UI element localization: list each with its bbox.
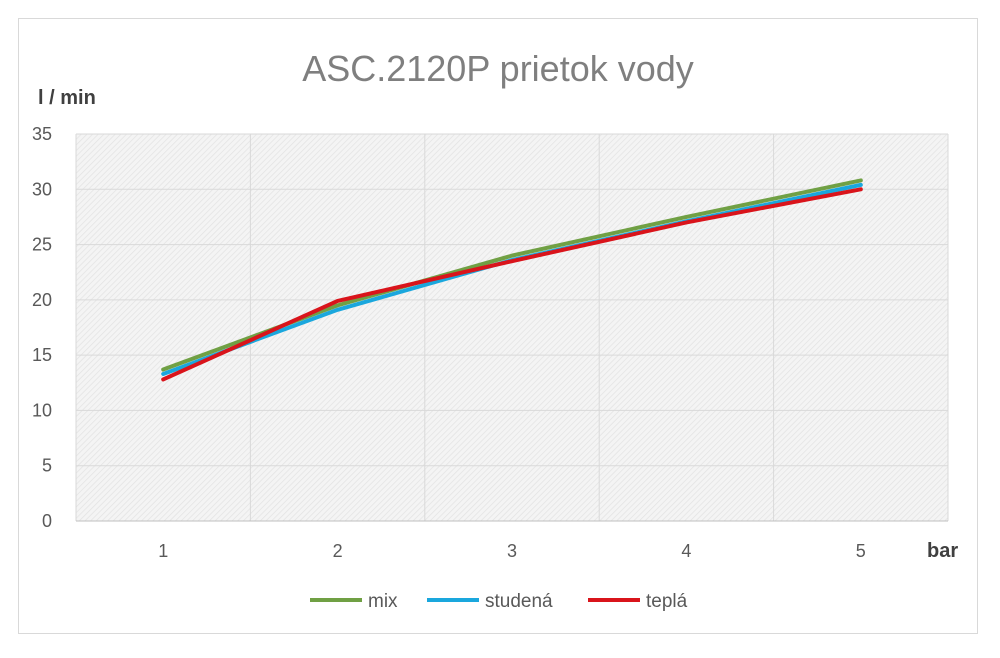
x-tick-label: 1 (158, 541, 168, 561)
legend: mix studená teplá (310, 591, 688, 612)
legend-item-studena: studená (427, 591, 553, 612)
x-tick-label: 3 (507, 541, 517, 561)
chart-title: ASC.2120P prietok vody (302, 48, 694, 89)
y-tick-label: 0 (42, 511, 52, 531)
x-tick-label: 2 (333, 541, 343, 561)
x-tick-label: 4 (681, 541, 691, 561)
y-tick-label: 10 (32, 400, 52, 420)
legend-item-mix: mix (310, 591, 398, 612)
legend-label-mix: mix (368, 591, 398, 612)
y-tick-label: 15 (32, 345, 52, 365)
horizontal-gridlines (76, 133, 948, 467)
vertical-gridlines (75, 134, 949, 521)
x-axis-title: bar (927, 540, 958, 562)
series-lines (161, 178, 863, 382)
y-tick-label: 30 (32, 179, 52, 199)
x-tick-label: 5 (856, 541, 866, 561)
legend-label-tepla: teplá (646, 591, 688, 612)
y-axis-title: l / min (38, 87, 96, 109)
series-line-tepla (161, 187, 863, 382)
y-tick-label: 25 (32, 235, 52, 255)
legend-item-tepla: teplá (588, 591, 688, 612)
x-axis-tick-labels: 1 2 3 4 5 (158, 541, 866, 561)
legend-label-studena: studená (485, 591, 553, 612)
y-tick-label: 20 (32, 290, 52, 310)
y-tick-label: 35 (32, 124, 52, 144)
y-axis-tick-labels: 0 5 10 15 20 25 30 35 (32, 124, 52, 531)
y-tick-label: 5 (42, 456, 52, 476)
